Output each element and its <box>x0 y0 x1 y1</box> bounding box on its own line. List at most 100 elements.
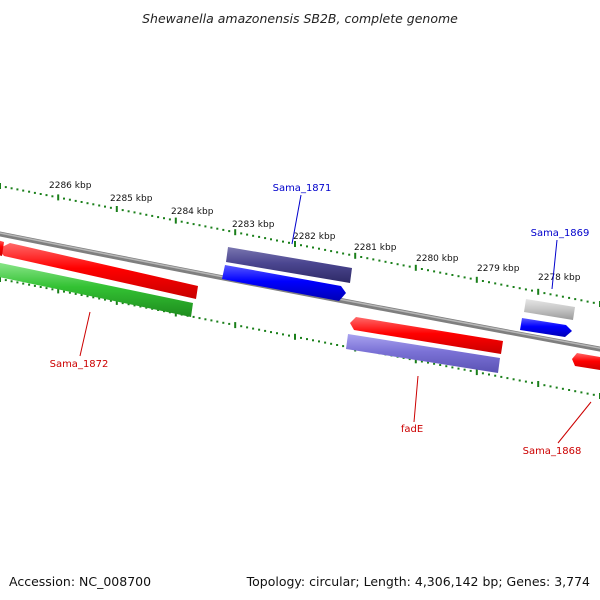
gene-label-sama-1868[interactable]: Sama_1868 <box>523 446 582 457</box>
gene-bar-sama-1872-green[interactable] <box>0 262 193 317</box>
ruler-minor-tick <box>80 201 83 203</box>
ruler-minor-tick <box>433 362 436 365</box>
ruler-minor-tick <box>306 338 308 341</box>
ruler-minor-tick <box>420 268 423 270</box>
map-title: Shewanella amazonensis SB2B, complete ge… <box>142 11 458 26</box>
ruler-tick-label: 2282 kbp <box>293 232 336 242</box>
ruler-minor-tick <box>568 389 571 391</box>
ruler-minor-tick <box>252 234 255 237</box>
ruler-minor-tick <box>506 284 509 287</box>
gene-label-sama-1872[interactable]: Sama_1872 <box>50 359 109 370</box>
ruler-major-tick <box>0 276 1 282</box>
ruler-minor-tick <box>45 287 48 290</box>
ruler-minor-tick <box>139 305 142 308</box>
ruler-major-tick <box>537 381 540 387</box>
ruler-major-tick <box>174 217 177 224</box>
ruler-minor-tick <box>192 315 195 318</box>
ruler-minor-tick <box>324 248 327 251</box>
ruler-minor-tick <box>330 342 333 345</box>
ruler-minor-tick <box>264 329 267 332</box>
ruler-minor-tick <box>92 203 95 206</box>
ruler-minor-tick <box>39 193 42 195</box>
ruler-minor-tick <box>246 326 249 329</box>
gene-arrow-sama-1868[interactable] <box>572 353 600 371</box>
ruler-minor-tick <box>312 246 314 249</box>
ruler-minor-tick <box>145 306 148 309</box>
ruler-minor-tick <box>127 210 130 213</box>
ruler-minor-tick <box>439 364 442 366</box>
callout-line-sama-1871 <box>291 194 302 245</box>
gene-arrow-fade[interactable] <box>350 317 503 354</box>
ruler-minor-tick <box>204 318 207 321</box>
ruler-minor-tick <box>252 327 255 330</box>
ruler-minor-tick <box>198 224 201 227</box>
ruler-minor-tick <box>390 262 393 264</box>
ruler-minor-tick <box>549 385 552 388</box>
ruler-minor-tick <box>500 375 503 378</box>
ruler-minor-tick <box>186 221 189 224</box>
ruler-minor-tick <box>282 333 284 336</box>
gene-label-sama-1869[interactable]: Sama_1869 <box>531 228 590 239</box>
ruler-minor-tick <box>222 321 225 324</box>
ruler-minor-tick <box>300 244 302 247</box>
ruler-minor-tick <box>228 230 231 233</box>
ruler-minor-tick <box>433 270 436 273</box>
ruler-minor-tick <box>104 298 106 301</box>
ruler-minor-tick <box>366 257 369 260</box>
ruler-minor-tick <box>10 280 13 283</box>
ruler-minor-tick <box>488 281 490 284</box>
ruler-minor-tick <box>402 264 405 267</box>
ruler-minor-tick <box>51 288 54 291</box>
ruler-minor-tick <box>68 198 71 201</box>
ruler-minor-tick <box>524 288 527 291</box>
ruler-minor-tick <box>555 386 558 389</box>
gene-arrow-sama-1871-blue[interactable] <box>222 265 346 301</box>
ruler-minor-tick <box>500 283 503 286</box>
ruler-minor-tick <box>439 271 442 274</box>
ruler-minor-tick <box>531 381 533 384</box>
ruler-minor-tick <box>451 366 454 369</box>
ruler-minor-tick <box>494 282 497 285</box>
ruler-minor-tick <box>518 379 521 382</box>
ruler-minor-tick <box>463 368 466 371</box>
gene-bar-sama-1871-navy[interactable] <box>226 247 352 283</box>
ruler-minor-tick <box>92 296 95 299</box>
ruler-minor-tick <box>543 292 546 295</box>
ruler-minor-tick <box>336 344 339 346</box>
ruler-minor-tick <box>109 206 112 209</box>
ruler-minor-tick <box>324 341 327 344</box>
accession-text: Accession: NC_008700 <box>9 574 151 589</box>
gene-bar-fade-lavender[interactable] <box>346 334 500 373</box>
ruler-minor-tick <box>463 276 466 279</box>
ruler-minor-tick <box>276 239 278 242</box>
ruler-minor-tick <box>555 294 558 297</box>
ruler-minor-tick <box>592 393 595 396</box>
ruler-minor-tick <box>151 214 154 217</box>
gene-arrow-sama-1869-blue[interactable] <box>520 318 572 337</box>
ruler-minor-tick <box>494 374 497 377</box>
ruler-minor-tick <box>157 216 160 219</box>
ruler-minor-tick <box>86 295 89 298</box>
gene-arrow-sama-1872-red[interactable] <box>0 243 198 299</box>
ruler-minor-tick <box>139 212 142 215</box>
ruler-minor-tick <box>80 294 83 296</box>
ruler-minor-tick <box>427 269 429 272</box>
ruler-minor-tick <box>543 384 546 387</box>
ruler-tick-label: 2286 kbp <box>49 181 92 191</box>
gene-label-sama-1871[interactable]: Sama_1871 <box>273 183 332 194</box>
ruler-minor-tick <box>163 217 165 220</box>
ruler-minor-tick <box>133 211 136 214</box>
ruler-minor-tick <box>336 251 339 254</box>
gene-label-fade[interactable]: fadE <box>401 424 423 435</box>
ruler-minor-tick <box>586 392 589 395</box>
ruler-minor-tick <box>168 218 171 221</box>
ruler-minor-tick <box>306 245 308 248</box>
ruler-minor-tick <box>86 202 89 205</box>
gene-arrow-left-edge[interactable] <box>0 239 4 256</box>
ruler-minor-tick <box>10 187 13 190</box>
ruler-minor-tick <box>524 380 527 383</box>
gene-bar-sama-1869-grey[interactable] <box>524 299 575 320</box>
ruler-minor-tick <box>258 328 261 331</box>
ruler-tick-label: 2285 kbp <box>110 194 153 204</box>
ruler-major-tick <box>537 288 540 295</box>
